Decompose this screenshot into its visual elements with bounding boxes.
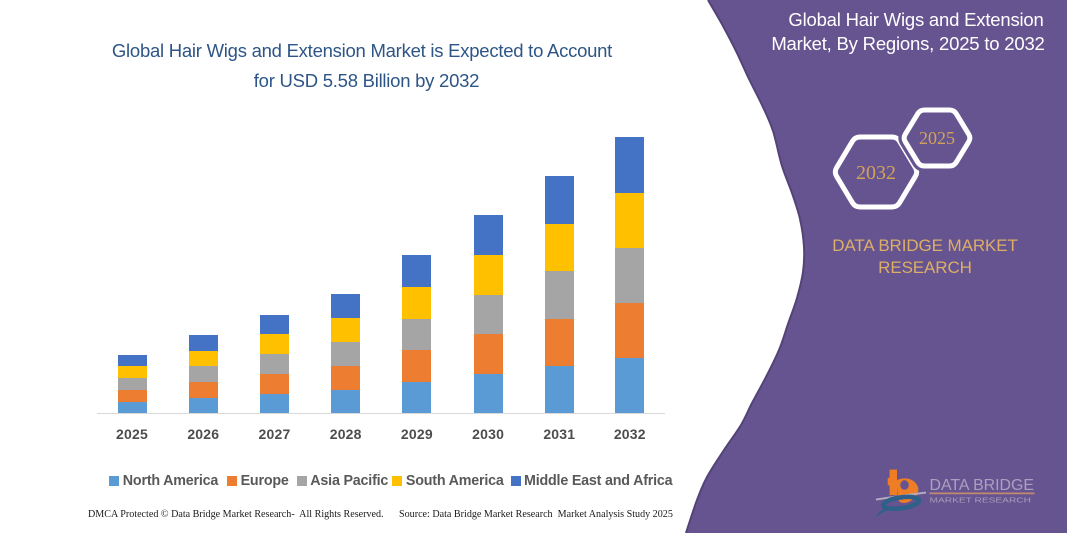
- svg-text:2032: 2032: [856, 162, 896, 184]
- svg-text:DATA BRIDGE: DATA BRIDGE: [930, 477, 1035, 494]
- svg-text:MARKET RESEARCH: MARKET RESEARCH: [930, 497, 1032, 504]
- svg-text:2025: 2025: [919, 128, 955, 148]
